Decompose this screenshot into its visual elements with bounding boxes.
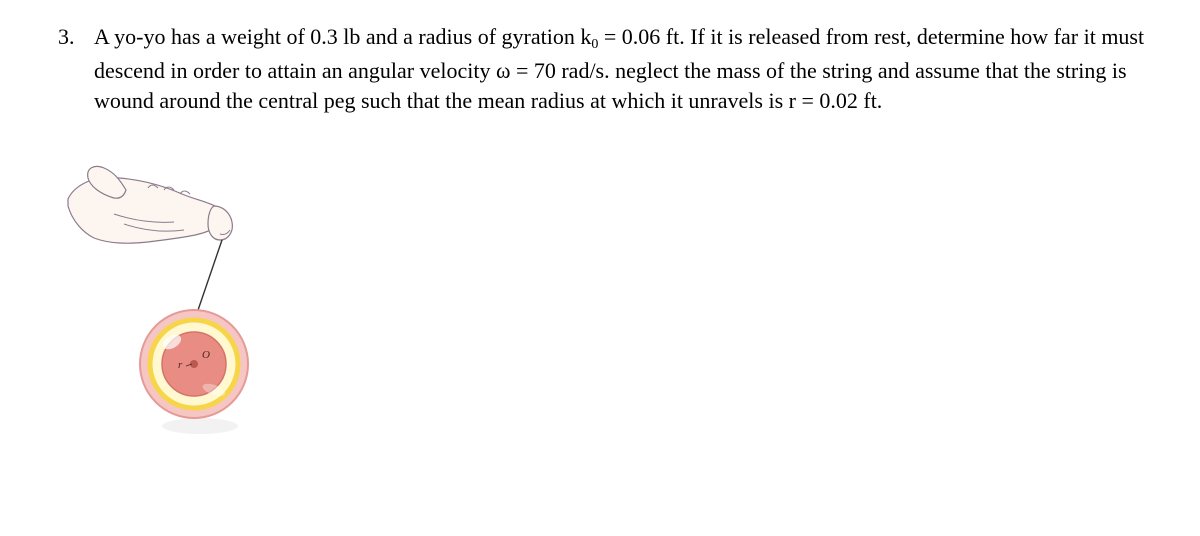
- yoyo-illustration: rO: [64, 144, 324, 444]
- svg-text:O: O: [202, 349, 210, 361]
- text-subscript: 0: [591, 37, 598, 52]
- problem-number: 3.: [58, 22, 82, 52]
- problem-text: A yo-yo has a weight of 0.3 lb and a rad…: [94, 22, 1150, 116]
- problem-container: 3. A yo-yo has a weight of 0.3 lb and a …: [58, 22, 1150, 444]
- yoyo-svg: rO: [64, 144, 324, 444]
- svg-text:r: r: [178, 359, 183, 371]
- problem-body: A yo-yo has a weight of 0.3 lb and a rad…: [94, 22, 1150, 444]
- text-prefix: A yo-yo has a weight of 0.3 lb and a rad…: [94, 24, 591, 49]
